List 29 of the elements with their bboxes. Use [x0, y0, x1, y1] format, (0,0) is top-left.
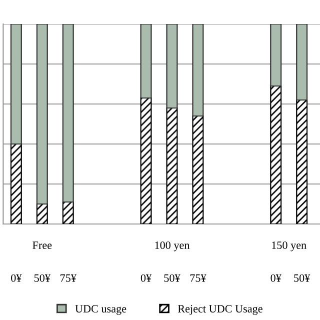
x-tick-label: 75¥ — [190, 274, 206, 282]
bar — [166, 24, 178, 109]
bar — [192, 115, 204, 224]
x-tick-label: 50¥ — [294, 274, 310, 282]
bar — [296, 24, 308, 101]
x-tick-label: 50¥ — [34, 274, 50, 282]
bar — [140, 24, 152, 99]
x-tick-label: 0¥ — [11, 274, 22, 282]
bar — [10, 143, 22, 224]
bar — [62, 201, 74, 224]
legend-label: Reject UDC Usage — [178, 305, 262, 315]
text: 100 yen — [155, 241, 190, 252]
x-tick-label: 0¥ — [140, 274, 152, 282]
legend-label: UDC usage — [75, 305, 126, 315]
bar — [166, 107, 178, 224]
bar — [36, 24, 48, 205]
bar — [192, 24, 204, 117]
bar — [270, 85, 282, 224]
bar — [62, 24, 74, 203]
x-tick-label: 0¥ — [270, 274, 282, 282]
bar — [140, 97, 152, 224]
bar — [36, 203, 48, 224]
bar — [296, 99, 308, 224]
x-tick-label: 75¥ — [60, 274, 76, 282]
bar — [10, 24, 22, 145]
x-tick-label: 50¥ — [164, 274, 180, 282]
text: 150 yen — [272, 241, 306, 252]
text: Free — [32, 242, 52, 250]
bar — [270, 24, 282, 87]
